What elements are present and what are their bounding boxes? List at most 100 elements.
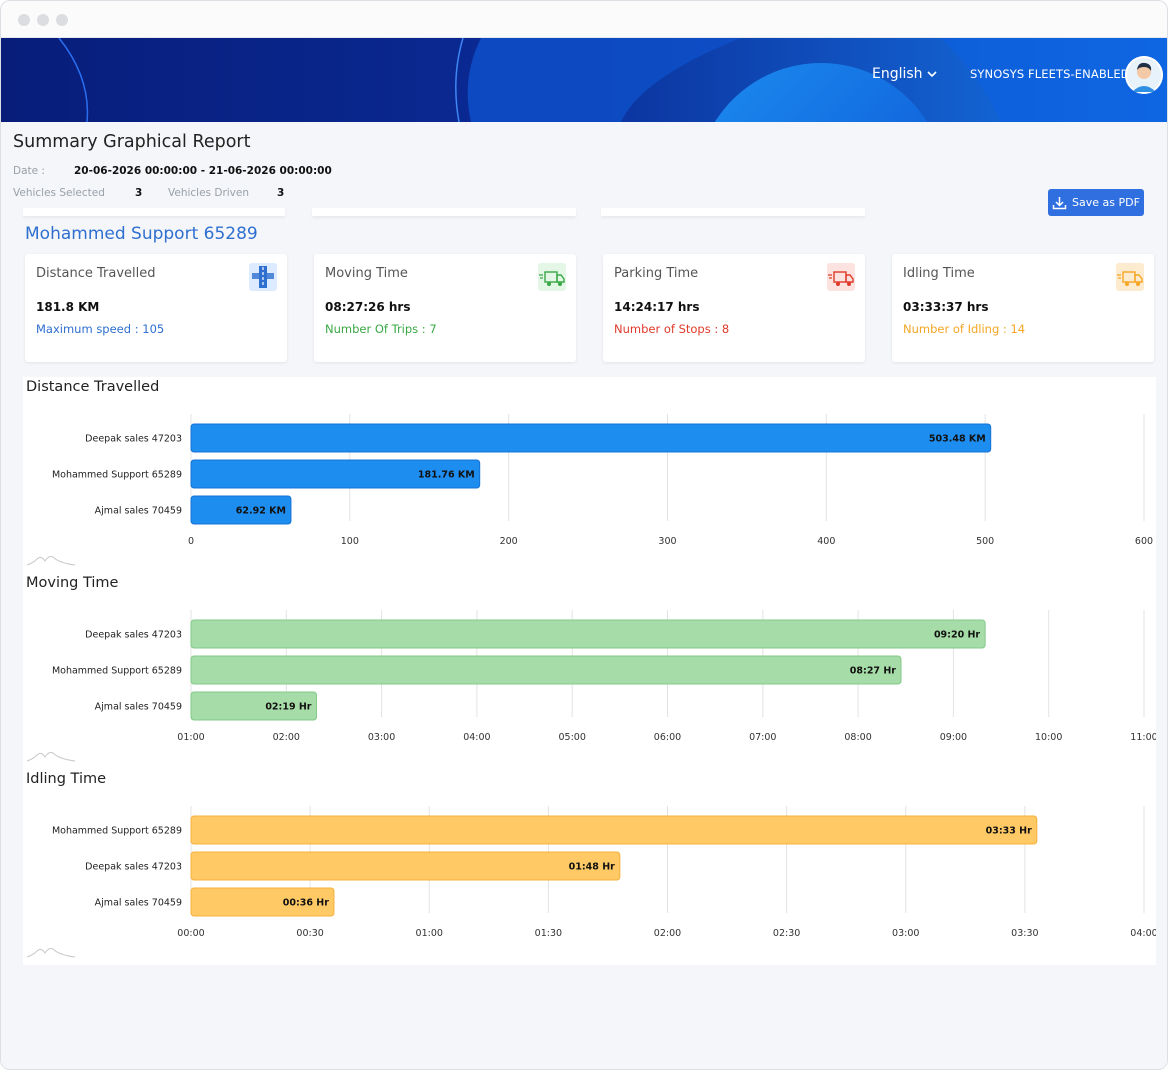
chart-title: Idling Time	[26, 771, 107, 787]
category-label: Deepak sales 47203	[85, 862, 182, 873]
bar-value-label: 03:33 Hr	[986, 826, 1032, 837]
vehicles-selected-value: 3	[135, 187, 143, 199]
card-title: Moving Time	[325, 266, 408, 281]
x-tick-label: 01:00	[416, 928, 443, 939]
download-icon	[1052, 196, 1067, 209]
x-tick-label: 10:00	[1035, 732, 1062, 743]
card-title: Distance Travelled	[36, 266, 156, 281]
truck-parked-icon	[827, 263, 855, 291]
truck-moving-icon	[538, 263, 566, 291]
bar-value-label: 181.76 KM	[418, 470, 475, 481]
category-label: Ajmal sales 70459	[95, 898, 182, 909]
company-name: SYNOSYS FLEETS-ENABLED	[970, 67, 1130, 81]
x-tick-label: 02:00	[654, 928, 681, 939]
top-header: English SYNOSYS FLEETS-ENABLED	[1, 38, 1167, 122]
x-tick-label: 07:00	[749, 732, 776, 743]
idling-time-chart-svg: 00:00 00:30 01:00 01:30 02:00 02:30 03:00 03:30…	[26, 806, 1156, 958]
x-tick-label: 500	[976, 536, 994, 547]
x-tick-label: 05:00	[559, 732, 586, 743]
bar-value-label: 00:36 Hr	[283, 898, 329, 909]
bar-value-label: 02:19 Hr	[265, 702, 311, 713]
x-tick-label: 04:00	[463, 732, 490, 743]
bar-value-label: 62.92 KM	[236, 506, 286, 517]
x-tick-label: 11:00	[1130, 732, 1156, 743]
bar	[190, 423, 992, 453]
bar	[190, 655, 902, 685]
moving-time-chart-svg: 01:00 02:00 03:00 04:00 05:00 06:00 07:00 08:00…	[26, 610, 1156, 762]
parking-time-card: Parking Time 14:24:17 hrs Number of Stop…	[603, 254, 865, 362]
card-value: 03:33:37 hrs	[903, 300, 989, 314]
distance-chart-svg: 0 100 200 300 400 500 600 503.48 KM Deepak sales…	[26, 414, 1153, 566]
x-tick-label: 200	[500, 536, 518, 547]
chart-title: Distance Travelled	[26, 379, 160, 395]
bar-value-label: 08:27 Hr	[850, 666, 896, 677]
bar	[190, 619, 986, 649]
bar-value-label: 503.48 KM	[929, 434, 986, 445]
bar	[190, 459, 481, 489]
x-tick-label: 02:30	[773, 928, 800, 939]
bar-value-label: 01:48 Hr	[569, 862, 615, 873]
date-label: Date :	[13, 165, 45, 177]
chevron-down-icon	[926, 71, 937, 78]
category-label: Mohammed Support 65289	[52, 666, 182, 677]
category-label: Deepak sales 47203	[85, 630, 182, 641]
card-value: 14:24:17 hrs	[614, 300, 700, 314]
date-value: 20-06-2026 00:00:00 - 21-06-2026 00:00:0…	[74, 165, 332, 177]
category-label: Deepak sales 47203	[85, 434, 182, 445]
x-tick-label: 600	[1135, 536, 1153, 547]
category-label: Mohammed Support 65289	[52, 826, 182, 837]
x-tick-label: 00:30	[296, 928, 323, 939]
mini-chart-icon	[26, 948, 76, 958]
x-tick-label: 01:30	[535, 928, 562, 939]
user-avatar[interactable]	[1125, 56, 1163, 94]
ghost-card-edge	[23, 208, 285, 216]
window-titlebar	[1, 1, 1167, 38]
window-minimize-dot[interactable]	[37, 14, 49, 26]
mini-chart-icon	[26, 556, 76, 566]
truck-idle-icon	[1116, 263, 1144, 291]
x-tick-label: 08:00	[844, 732, 871, 743]
x-tick-label: 00:00	[177, 928, 204, 939]
x-tick-label: 02:00	[273, 732, 300, 743]
x-tick-label: 03:00	[892, 928, 919, 939]
distance-card: Distance Travelled 181.8 KM Maximum spee…	[25, 254, 287, 362]
bar	[190, 495, 292, 525]
category-label: Ajmal sales 70459	[95, 702, 182, 713]
vehicles-selected-label: Vehicles Selected	[13, 187, 105, 199]
card-title: Parking Time	[614, 266, 699, 281]
idling-time-card: Idling Time 03:33:37 hrs Number of Idlin…	[892, 254, 1154, 362]
x-tick-label: 09:00	[940, 732, 967, 743]
window-close-dot[interactable]	[18, 14, 30, 26]
bar	[190, 887, 335, 917]
save-as-pdf-label: Save as PDF	[1072, 196, 1140, 209]
card-subtext: Number of Stops : 8	[614, 322, 730, 336]
language-label: English	[872, 66, 923, 82]
report-content: Summary Graphical Report Date : 20-06-20…	[1, 122, 1167, 1069]
x-tick-label: 04:00	[1130, 928, 1156, 939]
page-title: Summary Graphical Report	[13, 132, 251, 152]
card-value: 181.8 KM	[36, 300, 100, 314]
moving-time-card: Moving Time 08:27:26 hrs Number Of Trips…	[314, 254, 576, 362]
x-tick-label: 0	[188, 536, 194, 547]
x-tick-label: 100	[341, 536, 359, 547]
card-subtext: Maximum speed : 105	[36, 322, 165, 336]
moving-time-chart: Moving Time 01:00 02:00 03:00 04:00 05:00 06:…	[23, 573, 1156, 769]
language-selector[interactable]: English	[872, 66, 937, 82]
header-background	[1, 38, 1167, 122]
x-tick-label: 03:30	[1011, 928, 1038, 939]
user-avatar-icon	[1125, 56, 1163, 94]
ghost-card-edge	[601, 208, 865, 216]
ghost-card-edge	[312, 208, 576, 216]
idling-time-chart: Idling Time 00:00 00:30 01:00 01:30 02:00 02:…	[23, 769, 1156, 965]
window-maximize-dot[interactable]	[56, 14, 68, 26]
bar	[190, 851, 621, 881]
distance-chart: Distance Travelled 0 100 200 300 400 500 600 50…	[23, 377, 1156, 573]
vehicles-driven-label: Vehicles Driven	[168, 187, 250, 199]
bar	[190, 815, 1038, 845]
save-as-pdf-button[interactable]: Save as PDF	[1048, 189, 1144, 216]
x-tick-label: 03:00	[368, 732, 395, 743]
bar-value-label: 09:20 Hr	[934, 630, 980, 641]
mini-chart-icon	[26, 752, 76, 762]
category-label: Mohammed Support 65289	[52, 470, 182, 481]
